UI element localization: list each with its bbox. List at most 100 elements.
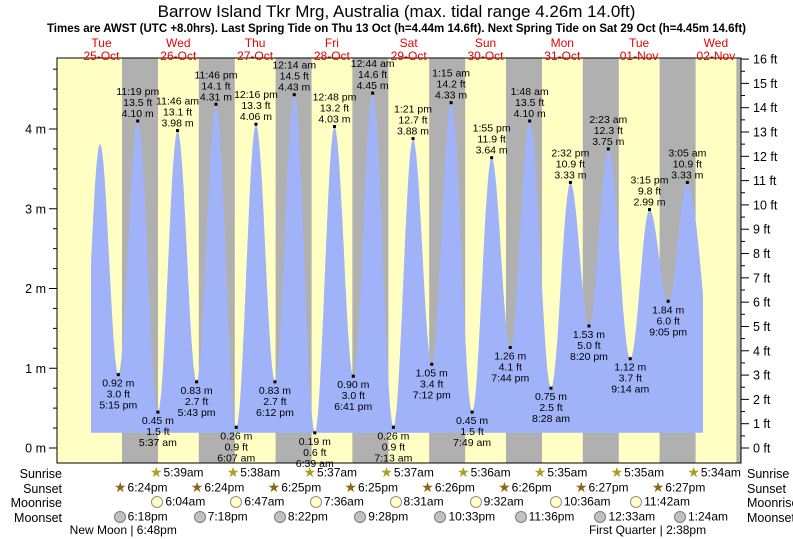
sunrise-row-label-left: Sunrise: [19, 467, 62, 481]
low-tide-annotation: 0.26 m 0.9 ft 7:13 am: [374, 430, 412, 464]
left-axis-tick-label: 3 m: [25, 202, 46, 216]
low-tide-annotation: 0.19 m 0.6 ft 6:39 am: [296, 436, 334, 470]
moon-phase-note: New Moon | 6:48pm: [69, 523, 177, 537]
moonset-icon: [193, 510, 206, 523]
high-tide-annotation: 12:14 am 14.5 ft 4.43 m: [272, 60, 316, 94]
moonset-row-label-right: Moonset: [747, 511, 793, 525]
sunrise-time-text: 5:37am: [393, 465, 434, 480]
sunset-time: ★6:24pm: [114, 480, 168, 494]
sunrise-time: ★5:38am: [226, 464, 281, 481]
tide-point: [568, 180, 572, 184]
sunrise-time: ★5:37am: [380, 465, 434, 480]
sunset-time: ★6:26pm: [498, 480, 552, 495]
night-band: [736, 58, 741, 463]
day-label: Wed 26-Oct: [160, 36, 197, 63]
moonset-time: 12:33am: [594, 510, 655, 523]
tide-point: [254, 122, 258, 126]
sunset-time-text: 6:26pm: [511, 480, 552, 495]
sunrise-time: ★5:35am: [610, 464, 665, 481]
right-axis-tick-label: 14 ft: [753, 101, 778, 115]
sunset-star-icon: ★: [651, 479, 665, 496]
tide-point: [391, 425, 395, 429]
moonset-icon: [594, 510, 607, 523]
left-axis-tick-label: 1 m: [25, 362, 46, 376]
tide-point: [292, 93, 296, 97]
moonrise-time: 6:47am: [230, 495, 284, 508]
moonrise-time: 11:42am: [630, 495, 690, 508]
moonset-icon: [434, 510, 447, 523]
low-tide-annotation: 1.53 m 5.0 ft 8:20 pm: [570, 329, 608, 363]
high-tide-annotation: 1:15 am 14.2 ft 4.33 m: [432, 68, 470, 102]
high-tide-annotation: 12:44 am 14.6 ft 4.45 m: [351, 58, 395, 92]
moonset-time-text: 6:18pm: [127, 509, 168, 524]
sunset-star-icon: ★: [267, 479, 281, 496]
moonrise-time: 7:36am: [309, 494, 364, 509]
moonrise-time-text: 6:04am: [165, 494, 206, 509]
moonset-time: 6:18pm: [113, 509, 168, 524]
sunset-time: ★6:24pm: [191, 480, 245, 495]
right-axis-tick-label: 12 ft: [753, 150, 778, 164]
right-axis-tick-label: 3 ft: [753, 369, 771, 383]
moonrise-icon: [389, 495, 402, 508]
tide-point: [332, 125, 336, 129]
sunrise-time-text: 5:34am: [700, 465, 741, 480]
tide-point: [136, 119, 140, 123]
day-label: Fri 28-Oct: [313, 36, 350, 63]
left-axis-tick-label: 0 m: [25, 442, 46, 456]
moonset-icon: [354, 510, 367, 523]
tide-point: [606, 147, 610, 151]
tide-point: [470, 410, 474, 414]
day-label: Sun 30-Oct: [467, 36, 504, 63]
moonset-icon: [514, 510, 527, 523]
right-axis-tick-label: 11 ft: [753, 174, 777, 188]
sunrise-star-icon: ★: [533, 464, 547, 481]
sunset-time: ★6:25pm: [267, 479, 322, 496]
tide-point: [528, 119, 532, 123]
moonset-time-text: 10:33pm: [448, 509, 496, 524]
tide-point: [195, 380, 199, 384]
moonrise-time-text: 10:36am: [563, 494, 611, 509]
moonset-row-label-left: Moonset: [14, 511, 62, 525]
low-tide-annotation: 0.75 m 2.5 ft 8:28 am: [532, 391, 570, 425]
sunset-time-text: 6:26pm: [434, 480, 475, 495]
sunset-time-text: 6:24pm: [204, 480, 245, 495]
moonset-time: 7:18pm: [193, 510, 248, 523]
tide-point: [508, 346, 512, 350]
moon-phase-note: First Quarter | 2:38pm: [588, 523, 707, 537]
right-axis-tick-label: 0 ft: [753, 442, 771, 456]
low-tide-annotation: 0.45 m 1.5 ft 5:37 am: [139, 415, 177, 449]
right-axis-tick-label: 5 ft: [753, 320, 771, 334]
sunrise-time-text: 5:35am: [624, 465, 665, 480]
sunrise-time: ★5:34am: [687, 465, 741, 480]
tide-point: [116, 373, 120, 377]
right-axis-tick-label: 10 ft: [753, 198, 778, 212]
tide-point: [430, 362, 434, 366]
sunrise-star-icon: ★: [457, 464, 470, 481]
sunset-star-icon: ★: [421, 479, 434, 496]
high-tide-annotation: 11:46 pm 14.1 ft 4.31 m: [194, 69, 237, 103]
sunrise-time: ★5:39am: [150, 465, 204, 479]
moonrise-time-text: 7:36am: [323, 494, 364, 509]
high-tide-annotation: 12:16 pm 13.3 ft 4.06 m: [234, 89, 278, 123]
moonset-time-text: 8:22pm: [287, 509, 328, 524]
high-tide-annotation: 1:48 am 13.5 ft 4.10 m: [511, 86, 549, 120]
moonset-time: 9:28pm: [354, 510, 408, 523]
sunrise-time: ★5:35am: [533, 464, 588, 481]
sunset-time-text: 6:25pm: [357, 480, 399, 495]
right-axis-tick-label: 4 ft: [753, 344, 771, 358]
sunset-time: ★6:25pm: [344, 480, 399, 495]
sunset-time: ★6:27pm: [574, 479, 629, 496]
sunrise-star-icon: ★: [226, 464, 240, 481]
tide-point: [234, 425, 238, 429]
tide-point: [214, 102, 218, 106]
moonset-icon: [673, 510, 686, 523]
tide-point: [371, 91, 375, 95]
sunrise-star-icon: ★: [610, 464, 624, 481]
sunset-star-icon: ★: [574, 479, 588, 496]
tide-point: [685, 180, 689, 184]
sunrise-row-label-right: Sunrise: [747, 467, 790, 481]
moonrise-time-text: 9:32am: [483, 494, 524, 509]
sunset-row-label-left: Sunset: [23, 482, 62, 496]
